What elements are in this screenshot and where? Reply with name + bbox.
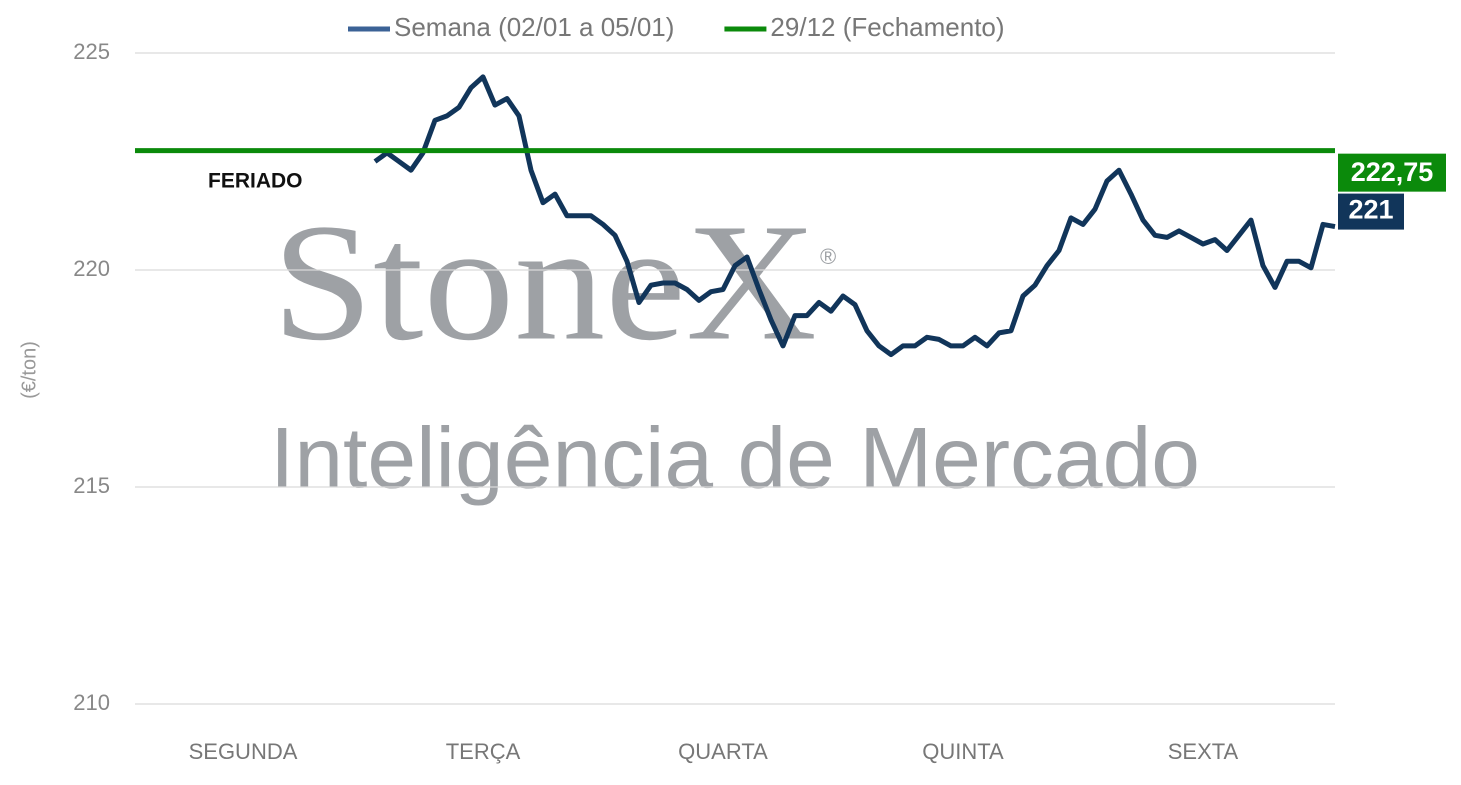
legend-label: 29/12 (Fechamento) — [770, 12, 1004, 42]
x-tick-label: SEGUNDA — [189, 739, 298, 764]
value-label-box — [1338, 153, 1446, 192]
x-tick-label: TERÇA — [446, 739, 521, 764]
y-tick-label: 220 — [73, 256, 110, 281]
watermark-brand: StoneX — [272, 190, 817, 376]
y-tick-label: 210 — [73, 690, 110, 715]
x-tick-label: QUINTA — [922, 739, 1004, 764]
legend-label: Semana (02/01 a 05/01) — [394, 12, 674, 42]
annotation: FERIADO — [208, 170, 303, 193]
watermark-tagline: Inteligência de Mercado — [270, 411, 1200, 507]
watermark-mark: ® — [820, 244, 836, 269]
y-tick-label: 225 — [73, 39, 110, 64]
y-tick-label: 215 — [73, 473, 110, 498]
x-tick-label: QUARTA — [678, 739, 768, 764]
x-tick-label: SEXTA — [1168, 739, 1239, 764]
y-axis-label: (€/ton) — [18, 341, 40, 399]
series-line — [373, 74, 1336, 358]
value-label: 222,75 — [1351, 157, 1434, 187]
value-label-box — [1338, 193, 1404, 230]
value-label: 221 — [1348, 195, 1393, 225]
